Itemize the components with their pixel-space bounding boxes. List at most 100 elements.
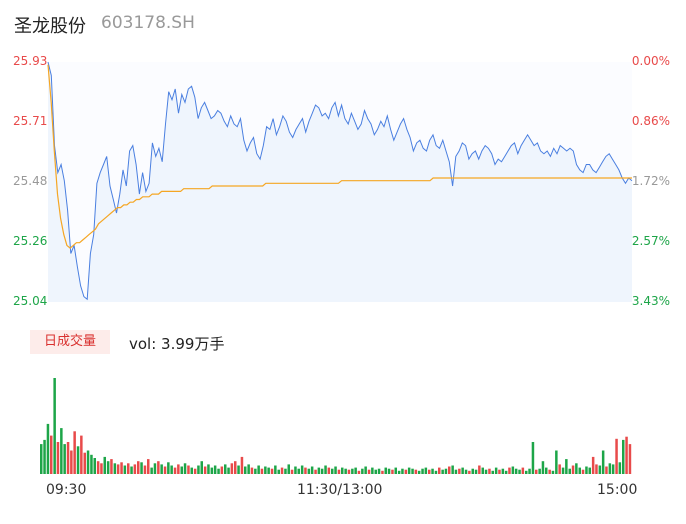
volume-bar — [287, 464, 290, 474]
volume-bar — [80, 435, 83, 474]
volume-bar — [234, 461, 237, 474]
volume-bar — [535, 469, 538, 474]
average-price-line — [47, 64, 632, 249]
volume-bar — [531, 442, 535, 474]
volume-bar — [438, 467, 441, 474]
volume-bar — [244, 466, 247, 474]
volume-bar — [320, 468, 324, 474]
volume-bar — [387, 468, 391, 474]
volume-bar — [615, 438, 618, 474]
volume-bar — [357, 470, 361, 474]
volume-bar — [364, 466, 367, 474]
volume-bar — [187, 465, 190, 474]
x-tick-open: 09:30 — [46, 482, 87, 498]
x-tick-close: 15:00 — [597, 482, 638, 498]
volume-bar — [257, 465, 260, 474]
volume-bar — [76, 446, 80, 474]
volume-bar — [250, 467, 254, 474]
volume-bar — [568, 468, 571, 474]
volume-bar — [307, 468, 311, 474]
volume-bar — [123, 465, 127, 474]
volume-bar — [260, 468, 264, 474]
volume-bar — [63, 444, 66, 474]
volume-bar — [625, 436, 628, 474]
volume-bar — [347, 469, 351, 474]
volume-bar — [548, 469, 551, 474]
volume-bar — [414, 469, 418, 474]
price-tick: 25.93 — [13, 54, 48, 68]
volume-bar — [491, 470, 494, 474]
volume-bar — [588, 467, 591, 474]
volume-bar — [120, 462, 123, 474]
volume-bar — [40, 444, 43, 474]
volume-bar — [498, 469, 501, 474]
volume-bar — [274, 465, 277, 474]
volume-bar — [193, 468, 197, 474]
volume-bar — [581, 469, 585, 474]
volume-bar — [468, 470, 471, 474]
volume-bar — [334, 466, 337, 474]
volume-bar — [341, 467, 344, 474]
volume-bar — [190, 467, 193, 474]
volume-bar — [538, 468, 541, 474]
volume-bar — [401, 468, 404, 474]
volume-bar — [461, 467, 464, 474]
volume-bar — [217, 468, 220, 474]
volume-bar — [354, 467, 357, 474]
volume-bar — [514, 468, 518, 474]
stock-code: 603178.SH — [101, 13, 195, 33]
volume-bar — [53, 378, 56, 474]
volume-bar — [541, 461, 545, 474]
volume-bar — [133, 464, 137, 474]
volume-bar — [90, 454, 93, 474]
volume-value: vol: 3.99万手 — [129, 335, 225, 353]
volume-bar — [254, 468, 257, 474]
volume-bar — [451, 465, 454, 474]
volume-bar — [43, 439, 46, 474]
volume-bar — [504, 470, 508, 474]
price-tick: 25.26 — [13, 234, 48, 248]
volume-bar — [237, 465, 240, 474]
volume-bar — [93, 458, 96, 474]
x-tick-midday: 11:30/13:00 — [297, 482, 383, 498]
volume-bar — [86, 450, 90, 474]
volume-bar — [224, 464, 227, 474]
volume-bar — [601, 450, 605, 474]
volume-bar — [163, 466, 167, 474]
volume-bar — [441, 469, 444, 474]
volume-bar — [611, 464, 615, 474]
volume-badge[interactable]: 日成交量 — [30, 330, 110, 354]
volume-bar — [137, 461, 140, 474]
volume-bar — [417, 470, 421, 474]
volume-bar — [511, 466, 515, 474]
volume-bar — [170, 465, 173, 474]
volume-bar — [561, 467, 565, 474]
volume-bar — [434, 470, 438, 474]
volume-bar — [220, 466, 224, 474]
volume-bar — [371, 467, 374, 474]
volume-bar — [130, 466, 133, 474]
volume-bar — [628, 444, 632, 474]
price-line — [47, 61, 633, 301]
volume-bar — [240, 456, 244, 474]
volume-bar — [264, 466, 267, 474]
volume-bar — [474, 469, 478, 474]
volume-bar — [277, 469, 280, 474]
volume-bar — [150, 467, 153, 474]
volume-bar — [103, 456, 106, 474]
volume-bar — [173, 467, 177, 474]
volume-bar — [421, 468, 424, 474]
volume-bar — [314, 469, 317, 474]
volume-bar — [143, 465, 147, 474]
volume-bar — [571, 465, 575, 474]
volume-bar — [147, 459, 150, 474]
volume-bar — [394, 467, 397, 474]
volume-bar — [551, 470, 555, 474]
volume-bar — [167, 462, 170, 474]
price-tick: 25.04 — [13, 294, 48, 308]
volume-bar — [310, 466, 314, 474]
volume-bar — [351, 468, 354, 474]
volume-bar — [424, 467, 428, 474]
volume-bar — [377, 468, 381, 474]
volume-bar — [518, 469, 521, 474]
